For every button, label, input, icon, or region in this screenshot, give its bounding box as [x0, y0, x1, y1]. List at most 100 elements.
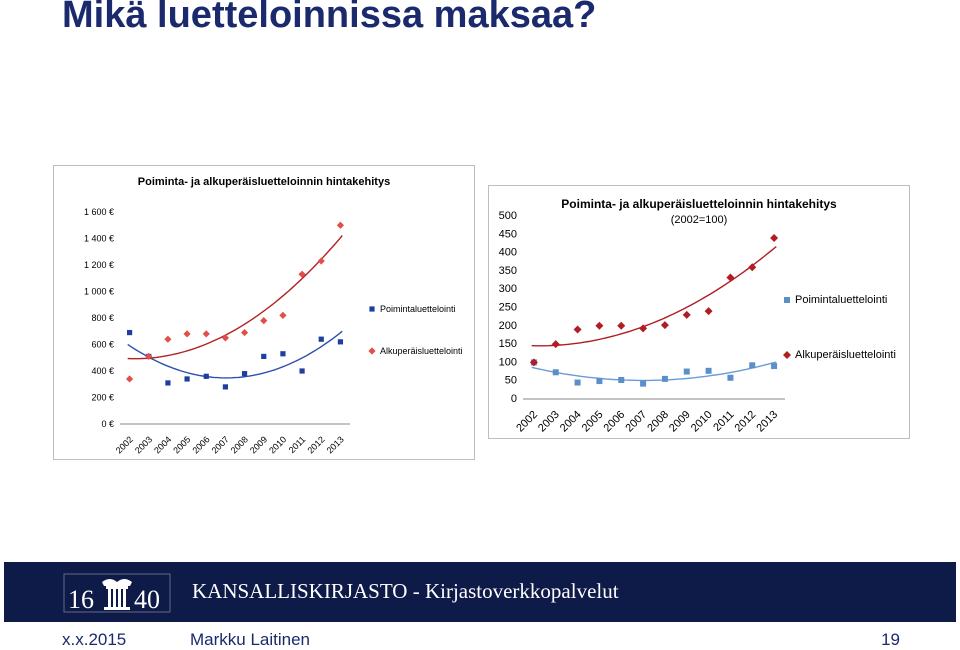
right-chart-y-tick-label: 300	[499, 283, 517, 295]
right-chart-point-poiminta	[771, 363, 778, 370]
chart-right: Poiminta- ja alkuperäisluetteloinnin hin…	[488, 185, 910, 439]
left-chart-point-alkuperais	[240, 328, 249, 337]
right-chart-y-tick-label: 150	[499, 338, 517, 350]
right-chart-point-poiminta	[596, 378, 603, 385]
left-chart-y-tick-label: 1 400 €	[84, 234, 114, 244]
left-chart-x-tick-label: 2012	[305, 434, 326, 455]
right-chart-point-poiminta	[661, 375, 668, 382]
right-chart-point-alkuperais	[748, 263, 757, 272]
left-chart-point-alkuperais	[125, 375, 134, 383]
left-chart-x-tick-label: 2011	[287, 434, 308, 455]
left-chart-legend-marker	[368, 347, 376, 355]
left-chart-x-tick-label: 2009	[248, 434, 269, 455]
right-chart-point-poiminta	[749, 362, 756, 369]
left-chart-point-poiminta	[280, 351, 286, 357]
right-chart-y-tick-label: 100	[499, 356, 517, 368]
left-chart-y-tick-label: 0 €	[101, 419, 114, 429]
left-chart-legend-label: Poimintaluettelointi	[380, 304, 456, 314]
right-chart-y-tick-label: 350	[499, 265, 517, 277]
right-chart-point-poiminta	[683, 368, 690, 375]
left-chart-y-tick-label: 600 €	[91, 340, 114, 350]
left-chart-point-poiminta	[203, 373, 209, 379]
chart-left: Poiminta- ja alkuperäisluetteloinnin hin…	[53, 165, 475, 460]
page-number: 19	[881, 630, 900, 649]
left-chart-point-poiminta	[184, 376, 190, 382]
chart-left-svg: Poiminta- ja alkuperäisluetteloinnin hin…	[84, 176, 463, 456]
right-chart-point-poiminta	[705, 367, 712, 374]
right-chart-x-tick-label: 2006	[602, 409, 628, 435]
left-chart-x-tick-label: 2004	[152, 434, 173, 455]
organization-name: KANSALLISKIRJASTO - Kirjastoverkkopalvel…	[192, 579, 619, 603]
right-chart-y-tick-label: 50	[505, 375, 517, 387]
right-chart-x-tick-label: 2008	[645, 409, 671, 435]
right-chart-point-poiminta	[640, 380, 647, 387]
left-chart-trendline-alkuperais	[127, 235, 343, 360]
right-chart-point-poiminta	[574, 379, 581, 386]
left-chart-title: Poiminta- ja alkuperäisluetteloinnin hin…	[138, 176, 390, 188]
left-chart-point-poiminta	[126, 329, 133, 336]
left-chart-x-tick-label: 2013	[325, 434, 346, 455]
left-chart-y-tick-label: 1 200 €	[84, 260, 114, 270]
right-chart-point-alkuperais	[595, 321, 604, 330]
right-chart-y-tick-label: 200	[499, 320, 517, 332]
left-chart-x-tick-label: 2007	[210, 434, 231, 455]
left-chart-y-tick-label: 800 €	[91, 313, 114, 323]
logo-text-right: 40	[134, 585, 160, 614]
right-chart-x-tick-label: 2010	[689, 409, 715, 435]
left-chart-point-alkuperais	[145, 352, 153, 361]
left-chart-point-alkuperais	[164, 335, 172, 343]
right-chart-legend-label: Alkuperäisluettelointi	[795, 349, 896, 361]
left-chart-x-tick-label: 2010	[267, 434, 288, 455]
right-chart-y-tick-label: 400	[499, 247, 517, 259]
right-chart-legend-marker	[784, 297, 790, 303]
right-chart-point-alkuperais	[529, 358, 538, 367]
left-chart-y-tick-label: 1 000 €	[84, 287, 114, 297]
left-chart-point-alkuperais	[336, 221, 345, 229]
footer-author: Markku Laitinen	[190, 630, 311, 649]
right-chart-x-tick-label: 2011	[711, 409, 736, 434]
right-chart-y-tick-label: 500	[499, 210, 517, 222]
left-chart-point-poiminta	[318, 336, 324, 342]
left-chart-point-poiminta	[299, 368, 305, 374]
left-chart-point-alkuperais	[279, 311, 287, 319]
right-chart-point-poiminta	[618, 376, 625, 383]
left-chart-legend-label: Alkuperäisluettelointi	[380, 346, 463, 356]
right-chart-title: Poiminta- ja alkuperäisluetteloinnin hin…	[561, 197, 837, 211]
left-chart-legend-marker	[369, 306, 375, 312]
right-chart-point-alkuperais	[573, 325, 582, 334]
right-chart-point-alkuperais	[639, 324, 648, 333]
right-chart-point-poiminta	[552, 369, 559, 376]
right-chart-x-tick-label: 2012	[733, 409, 759, 435]
right-chart-y-tick-label: 0	[511, 393, 517, 405]
left-chart-x-tick-label: 2005	[171, 434, 192, 455]
right-chart-point-alkuperais	[660, 321, 669, 330]
right-chart-subtitle: (2002=100)	[671, 214, 728, 226]
right-chart-x-tick-label: 2005	[580, 409, 606, 435]
left-chart-point-alkuperais	[260, 317, 268, 325]
right-chart-trendline-alkuperais	[531, 245, 777, 347]
left-chart-point-poiminta	[222, 384, 229, 390]
right-chart-x-tick-label: 2013	[754, 409, 780, 435]
right-chart-x-tick-label: 2002	[514, 409, 540, 435]
right-chart-point-alkuperais	[770, 233, 779, 242]
footer-band: 16 40 KANSALLISKIRJASTO - Kirjastoverkko…	[4, 562, 956, 622]
right-chart-point-alkuperais	[682, 310, 691, 319]
left-chart-x-tick-label: 2003	[133, 434, 154, 455]
right-chart-y-tick-label: 450	[499, 228, 517, 240]
left-chart-point-poiminta	[337, 339, 344, 345]
footer-date: x.x.2015	[62, 630, 127, 649]
right-chart-x-tick-label: 2003	[536, 409, 562, 435]
left-chart-point-poiminta	[241, 371, 248, 377]
left-chart-x-tick-label: 2006	[190, 434, 211, 455]
column-capital-icon	[102, 579, 132, 610]
left-chart-point-poiminta	[261, 353, 267, 360]
right-chart-y-tick-label: 250	[499, 302, 517, 314]
left-chart-y-tick-label: 1 600 €	[84, 207, 114, 217]
left-chart-point-poiminta	[165, 380, 171, 386]
right-chart-point-alkuperais	[704, 307, 713, 316]
left-chart-point-alkuperais	[183, 330, 191, 338]
left-chart-point-alkuperais	[202, 330, 210, 338]
chart-right-svg: Poiminta- ja alkuperäisluetteloinnin hin…	[499, 197, 896, 435]
library-logo-icon: 16 40	[63, 573, 171, 614]
left-chart-point-alkuperais	[221, 334, 230, 342]
